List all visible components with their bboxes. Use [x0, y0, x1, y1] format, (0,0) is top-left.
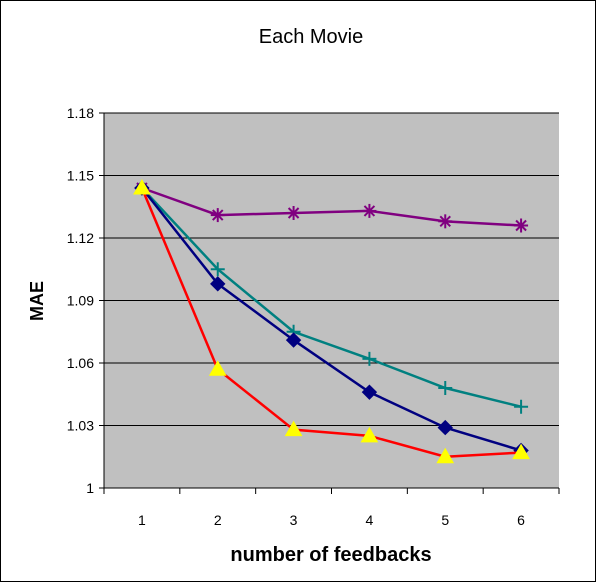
- series-line: [141, 186, 522, 227]
- series-2: [134, 181, 529, 414]
- triangle-marker: [436, 447, 455, 464]
- plus-marker: [362, 351, 377, 366]
- x-tick-label: 3: [290, 512, 298, 528]
- y-tick-label: 1.12: [67, 230, 94, 246]
- diamond-marker: [361, 384, 378, 400]
- x-tick-label: 2: [214, 512, 222, 528]
- plus-marker: [438, 381, 453, 395]
- y-axis-ticks: 1 1.03 1.06 1.09 1.12 1.15 1.18: [67, 105, 104, 496]
- asterisk-marker-stroke: [439, 215, 451, 228]
- series-group: [133, 178, 530, 464]
- triangle-marker: [133, 178, 151, 195]
- asterisk-marker: [286, 206, 301, 220]
- gridlines: [104, 112, 559, 426]
- x-tick-label: 1: [138, 512, 146, 528]
- y-tick-label: 1.09: [67, 293, 94, 309]
- asterisk-marker: [514, 218, 529, 233]
- asterisk-marker-stroke: [515, 219, 527, 232]
- asterisk-marker-stroke: [363, 205, 376, 217]
- triangle-marker: [208, 360, 227, 376]
- x-axis-label: number of feedbacks: [230, 544, 431, 566]
- plus-marker: [514, 399, 529, 414]
- y-axis-label: MAE: [27, 281, 47, 321]
- series-line: [140, 187, 522, 452]
- y-tick-label: 1.18: [67, 105, 94, 121]
- triangle-marker: [360, 426, 379, 443]
- asterisk-marker: [438, 214, 453, 229]
- triangle-marker: [284, 420, 303, 437]
- x-tick-label: 5: [441, 512, 449, 528]
- asterisk-marker: [210, 208, 225, 223]
- y-tick-label: 1.06: [67, 355, 94, 371]
- asterisk-marker-stroke: [212, 209, 224, 221]
- y-tick-label: 1.15: [67, 168, 94, 184]
- y-tick-label: 1.03: [67, 418, 94, 434]
- asterisk-marker: [362, 203, 377, 218]
- asterisk-marker-stroke: [287, 207, 300, 219]
- triangle-marker: [512, 443, 530, 460]
- x-tick-label: 4: [366, 512, 374, 528]
- diamond-marker: [285, 332, 302, 348]
- y-tick-label: 1: [86, 480, 94, 496]
- series-4: [133, 178, 530, 464]
- series-line: [141, 187, 522, 408]
- diamond-marker: [210, 276, 226, 292]
- plus-marker: [210, 262, 225, 277]
- series-line: [140, 187, 522, 459]
- x-axis-ticks: 1 2 3 4 5 6: [103, 488, 560, 528]
- x-tick-label: 6: [517, 512, 525, 528]
- diamond-marker: [437, 419, 453, 436]
- chart-title: Each Movie: [259, 26, 364, 48]
